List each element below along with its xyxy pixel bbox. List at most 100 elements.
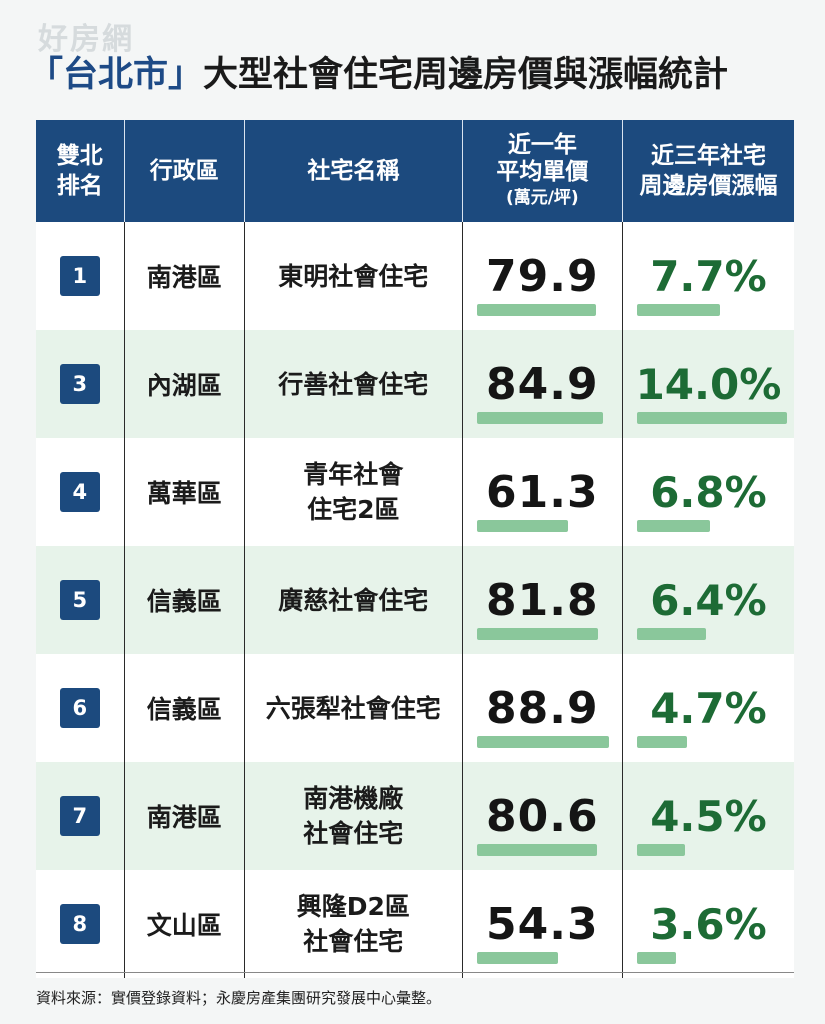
district-cell: 內湖區 [123,330,244,438]
price-bar [476,520,568,532]
price-bar [476,952,558,964]
table-row: 8 文山區 興隆D2區 社會住宅 54.3 3.6% [36,870,794,978]
district-cell: 南港區 [123,762,244,870]
rank-badge: 7 [59,796,100,836]
header-name: 社宅名稱 [243,120,462,222]
growth-bar [636,844,685,856]
price-cell: 61.3 [461,438,622,546]
growth-cell: 6.8% [621,438,794,546]
header-growth-line2: 周邊房價漲幅 [639,173,778,199]
housing-name: 行善社會住宅 [278,369,429,399]
header-price-line2: 平均單價 [496,159,589,185]
district-label: 萬華區 [146,479,222,508]
rank-cell: 8 [36,870,124,978]
page-title: 「台北市」大型社會住宅周邊房價與漲幅統計 [28,46,808,97]
name-cell: 青年社會 住宅2區 [243,438,462,546]
rank-badge: 6 [59,688,100,728]
header-district: 行政區 [123,120,244,222]
rank-cell: 5 [36,546,124,654]
rank-badge: 4 [59,472,100,512]
header-growth-line1: 近三年社宅 [650,143,766,169]
housing-name: 六張犁社會住宅 [265,693,441,723]
price-cell: 54.3 [461,870,622,978]
growth-bar [636,412,787,424]
district-label: 南港區 [146,263,222,292]
price-cell: 88.9 [461,654,622,762]
district-cell: 文山區 [123,870,244,978]
district-label: 信義區 [146,587,222,616]
growth-bar [636,628,706,640]
district-label: 內湖區 [146,371,222,400]
price-bar [476,736,609,748]
district-cell: 萬華區 [123,438,244,546]
growth-value: 4.7% [650,683,767,733]
district-label: 文山區 [146,911,222,940]
growth-bar [636,520,710,532]
header-rank-line2: 排名 [56,173,103,199]
district-label: 信義區 [146,695,222,724]
price-cell: 80.6 [461,762,622,870]
growth-bar [636,304,720,316]
rank-badge: 5 [59,580,100,620]
district-cell: 信義區 [123,654,244,762]
price-value: 61.3 [486,466,599,518]
price-value: 88.9 [486,682,599,734]
growth-value: 6.4% [650,575,767,625]
price-value: 81.8 [486,574,599,626]
growth-cell: 7.7% [621,222,794,330]
growth-value: 6.8% [650,467,767,517]
growth-value: 14.0% [635,359,782,409]
rank-cell: 1 [36,222,124,330]
header-price-unit: (萬元/坪) [505,188,579,208]
housing-name: 興隆D2區 社會住宅 [296,892,410,956]
growth-cell: 4.7% [621,654,794,762]
header-rank: 雙北 排名 [36,120,124,222]
table-row: 3 內湖區 行善社會住宅 84.9 14.0% [36,330,794,438]
price-cell: 84.9 [461,330,622,438]
header-rank-line1: 雙北 [56,143,103,169]
title-city: 「台北市」 [28,55,204,95]
price-cell: 79.9 [461,222,622,330]
growth-value: 4.5% [650,791,767,841]
stats-table: 雙北排名 行政區 社宅名稱 近一年 平均單價 (萬元/坪) 近三年社宅 周邊房價… [36,120,794,978]
rank-cell: 7 [36,762,124,870]
table-row: 6 信義區 六張犁社會住宅 88.9 4.7% [36,654,794,762]
growth-cell: 4.5% [621,762,794,870]
name-cell: 行善社會住宅 [243,330,462,438]
district-label: 南港區 [146,803,222,832]
growth-bar [636,736,687,748]
housing-name: 東明社會住宅 [278,261,429,291]
table-body: 1 南港區 東明社會住宅 79.9 7.7% 3 內湖區 行善社會住宅 84.9 14.0% 4 萬華… [36,222,794,978]
district-cell: 信義區 [123,546,244,654]
name-cell: 南港機廠 社會住宅 [243,762,462,870]
price-bar [476,304,596,316]
price-cell: 81.8 [461,546,622,654]
table-row: 5 信義區 廣慈社會住宅 81.8 6.4% [36,546,794,654]
price-value: 54.3 [486,898,599,950]
growth-cell: 3.6% [621,870,794,978]
name-cell: 興隆D2區 社會住宅 [243,870,462,978]
header-growth: 近三年社宅 周邊房價漲幅 [621,120,794,222]
housing-name: 南港機廠 社會住宅 [303,784,404,848]
rank-cell: 4 [36,438,124,546]
watermark-logo: 好房網 [38,22,134,57]
price-bar [476,412,603,424]
table-row: 7 南港區 南港機廠 社會住宅 80.6 4.5% [36,762,794,870]
price-bar [476,844,597,856]
district-cell: 南港區 [123,222,244,330]
header-price-line1: 近一年 [507,132,577,158]
name-cell: 東明社會住宅 [243,222,462,330]
table-row: 1 南港區 東明社會住宅 79.9 7.7% [36,222,794,330]
table-row: 4 萬華區 青年社會 住宅2區 61.3 6.8% [36,438,794,546]
growth-cell: 6.4% [621,546,794,654]
housing-name: 廣慈社會住宅 [278,585,429,615]
rank-cell: 3 [36,330,124,438]
rank-badge: 3 [59,364,100,404]
rank-cell: 6 [36,654,124,762]
rank-badge: 1 [59,256,100,296]
table-header-row: 雙北排名 行政區 社宅名稱 近一年 平均單價 (萬元/坪) 近三年社宅 周邊房價… [36,120,794,222]
header-price: 近一年 平均單價 (萬元/坪) [461,120,622,222]
name-cell: 六張犁社會住宅 [243,654,462,762]
price-value: 84.9 [486,358,599,410]
source-note: 資料來源：實價登錄資料；永慶房產集團研究發展中心彙整。 [36,972,794,1008]
